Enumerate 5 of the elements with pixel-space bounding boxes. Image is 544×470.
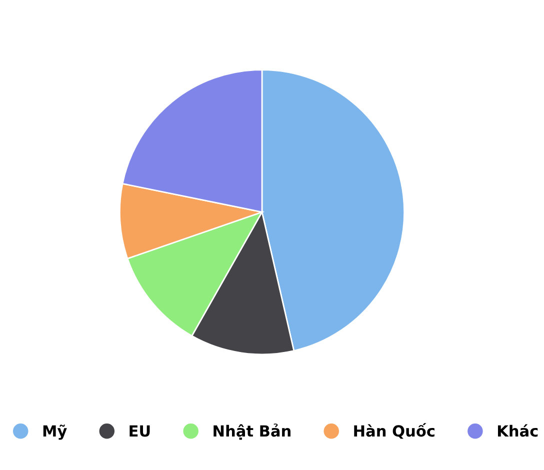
legend-label: Hàn Quốc — [354, 423, 434, 439]
legend-label: Nhật Bản — [214, 424, 290, 440]
legend-label: Khác — [498, 424, 538, 437]
legend-label: Mỹ — [43, 424, 67, 440]
legend-label: EU — [130, 425, 150, 437]
